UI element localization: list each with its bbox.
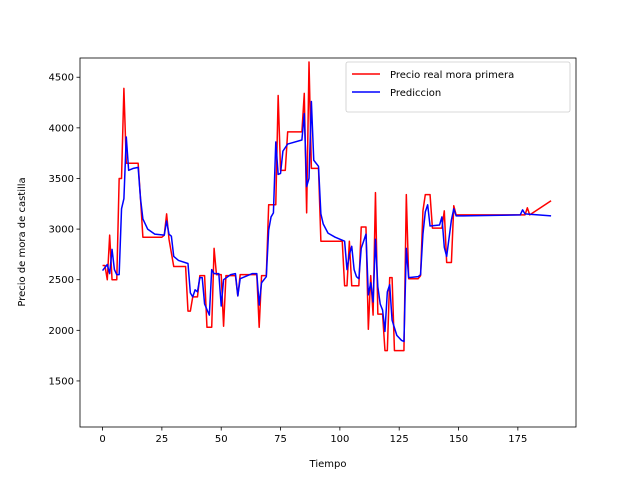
x-tick-label: 125 [390, 434, 409, 445]
x-axis-label: Tiempo [309, 459, 347, 470]
x-tick-label: 50 [215, 434, 228, 445]
x-tick-label: 150 [449, 434, 468, 445]
y-tick-label: 2500 [49, 275, 74, 286]
x-tick-label: 0 [99, 434, 105, 445]
y-tick-label: 2000 [49, 326, 74, 337]
y-tick-label: 1500 [49, 376, 74, 387]
y-tick-label: 3000 [49, 225, 74, 236]
legend-label: Precio real mora primera [390, 70, 514, 81]
y-tick-label: 4500 [49, 73, 74, 84]
x-tick-label: 100 [330, 434, 349, 445]
series-line [101, 100, 552, 343]
y-axis-label: Precio de mora de castilla [17, 177, 28, 306]
legend-box [345, 61, 571, 113]
legend-label: Prediccion [390, 88, 441, 99]
series-line [102, 61, 552, 352]
y-tick-label: 4000 [49, 123, 74, 134]
x-tick-label: 175 [508, 434, 527, 445]
x-tick-label: 75 [274, 434, 287, 445]
x-tick-label: 25 [156, 434, 169, 445]
plot-frame [79, 57, 577, 428]
y-tick-label: 3500 [49, 174, 74, 185]
